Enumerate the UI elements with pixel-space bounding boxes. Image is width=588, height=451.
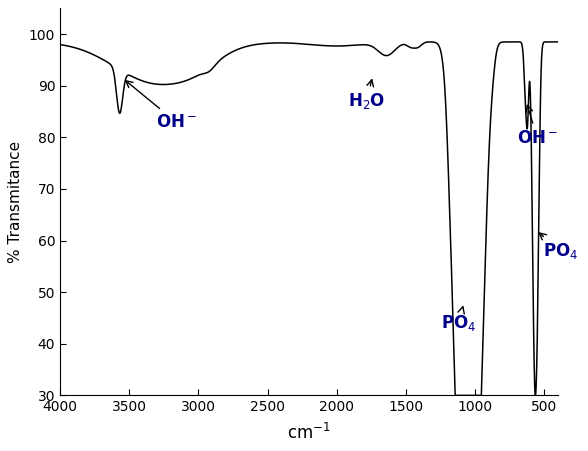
Text: OH$^-$: OH$^-$ xyxy=(126,81,196,131)
Text: OH$^-$: OH$^-$ xyxy=(517,106,557,147)
Text: PO$_4$: PO$_4$ xyxy=(539,233,579,261)
Text: H$_2$O: H$_2$O xyxy=(348,80,385,111)
Text: PO$_4$: PO$_4$ xyxy=(440,307,476,333)
Y-axis label: % Transmitance: % Transmitance xyxy=(8,141,24,263)
X-axis label: cm$^{-1}$: cm$^{-1}$ xyxy=(288,423,331,443)
